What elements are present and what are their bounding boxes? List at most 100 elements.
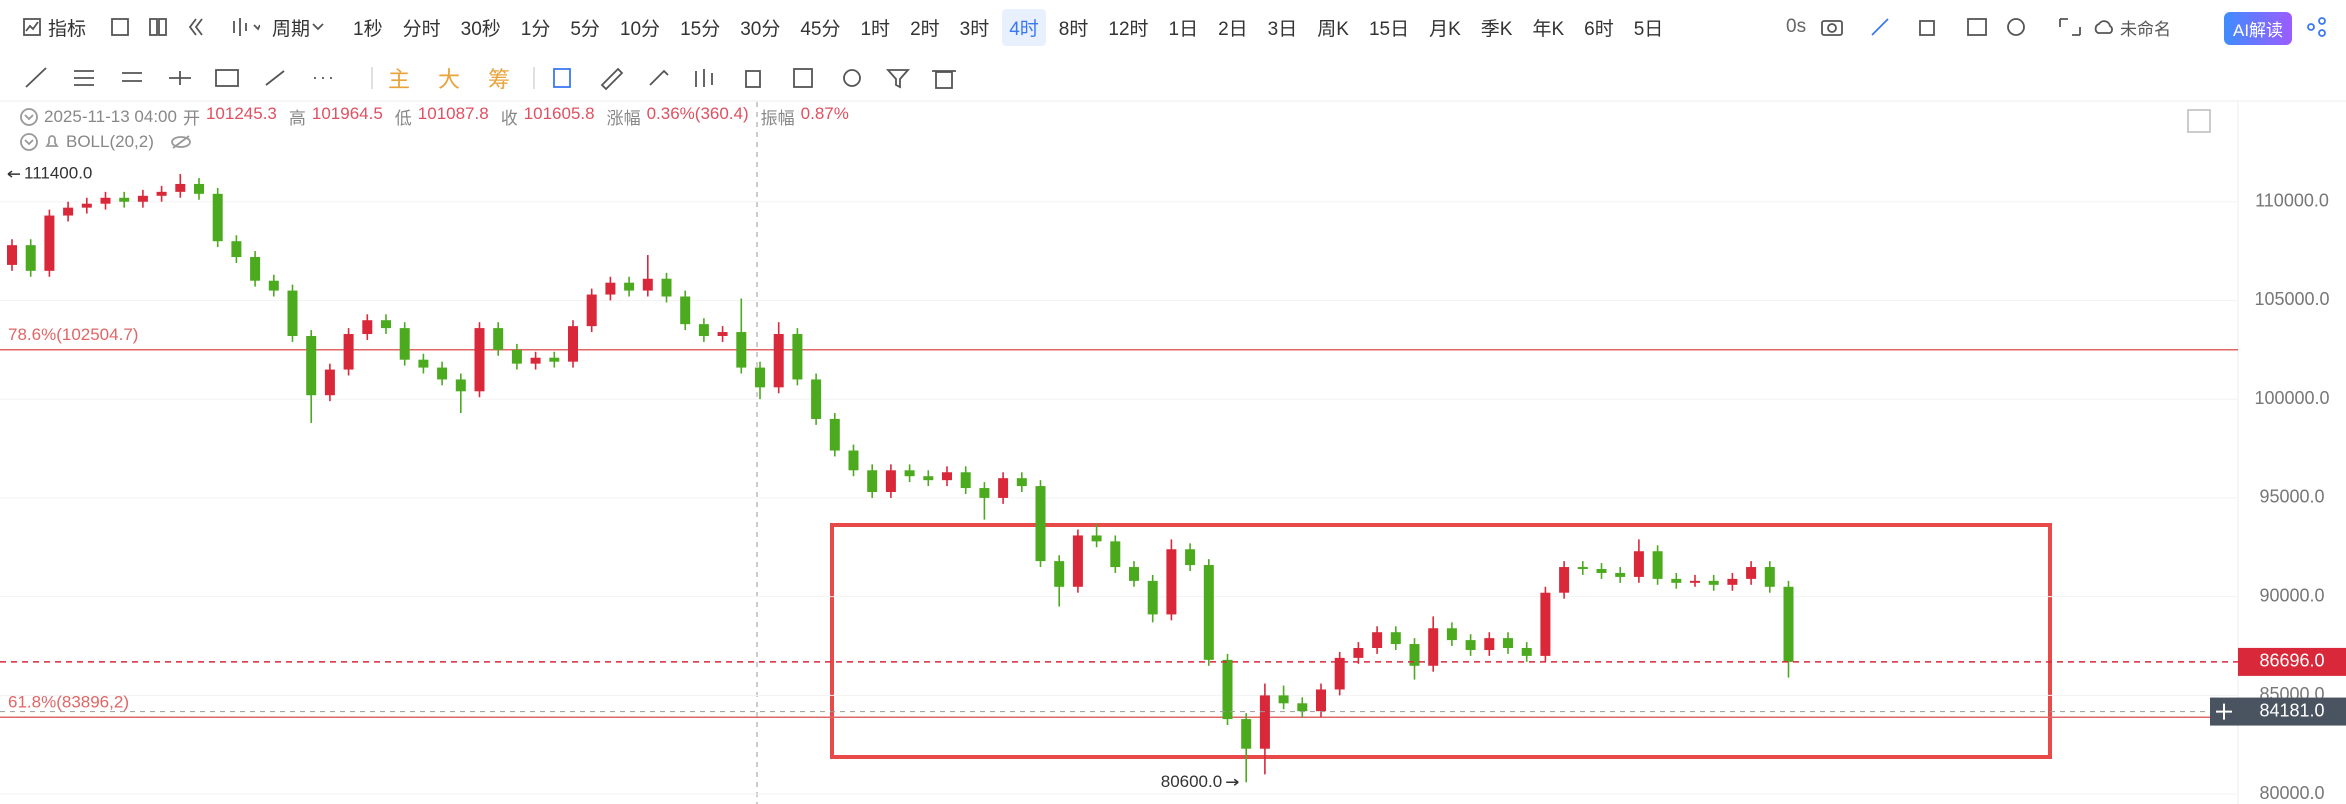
main-tools: 主大筹 — [388, 62, 510, 94]
candle-body — [268, 280, 279, 291]
candle-body — [1353, 648, 1364, 658]
candle-body — [324, 369, 335, 396]
candle-body — [1110, 541, 1121, 568]
candle-body — [175, 183, 186, 192]
candle-body — [381, 320, 391, 329]
candle-body — [1222, 659, 1233, 720]
indicator-icon — [23, 18, 41, 36]
candle-body — [1259, 695, 1270, 749]
candle-body — [156, 191, 167, 196]
candle-body — [418, 359, 429, 368]
interval-button[interactable]: 5分 — [570, 18, 600, 40]
indicator-name: BOLL(20,2) — [66, 132, 154, 151]
interval-button[interactable]: 2日 — [1218, 18, 1248, 40]
y-tick-label: 110000.0 — [2255, 190, 2329, 210]
indicator-line: BOLL(20,2) — [20, 132, 192, 152]
high-label: 111400.0 — [24, 164, 92, 183]
bell-icon — [45, 135, 59, 147]
candle-body — [1316, 689, 1326, 712]
y-tick-label: 95000.0 — [2259, 487, 2324, 507]
share-icon[interactable] — [2306, 16, 2328, 38]
candle-body — [698, 324, 709, 336]
main-tool[interactable]: 主 — [388, 67, 411, 92]
interval-button[interactable]: 30分 — [740, 18, 781, 40]
main-tool[interactable]: 筹 — [488, 67, 511, 92]
interval-button[interactable]: 45分 — [800, 18, 841, 40]
candle-body — [1727, 578, 1738, 585]
candle-body — [287, 290, 298, 336]
candle-body — [250, 257, 261, 281]
candle-body — [1390, 632, 1401, 645]
candle-body — [755, 367, 765, 388]
drawing-tools — [25, 67, 373, 89]
interval-button[interactable]: 1日 — [1168, 18, 1199, 40]
interval-button[interactable]: 3日 — [1267, 18, 1298, 40]
candle-body — [1072, 535, 1083, 587]
eye-icon[interactable] — [170, 134, 192, 150]
candle-body — [1016, 478, 1027, 487]
interval-button[interactable]: 3时 — [959, 18, 990, 40]
candle-body — [1577, 567, 1588, 570]
interval-button[interactable]: 1分 — [520, 18, 551, 40]
info-label: 收 — [500, 109, 518, 128]
candle-body — [1503, 638, 1513, 648]
info-value: 101964.5 — [311, 104, 383, 123]
interval-button[interactable]: 5日 — [1633, 18, 1664, 40]
interval-button[interactable]: 8时 — [1058, 18, 1089, 40]
info-value: 101605.8 — [523, 104, 595, 123]
period-button[interactable]: 周期 — [272, 18, 311, 40]
candle-body — [399, 328, 410, 360]
indicator-button[interactable]: 指标 — [48, 18, 87, 40]
candle-body — [979, 488, 990, 498]
info-label: 涨幅 — [606, 109, 641, 128]
candle-body — [1596, 569, 1607, 573]
candle-body — [1278, 695, 1289, 704]
candle-body — [1633, 551, 1644, 577]
candle-body — [1334, 657, 1345, 690]
interval-button[interactable]: 15日 — [1368, 18, 1410, 40]
layout-name[interactable]: 未命名 — [2120, 19, 2171, 39]
candle-body — [1615, 572, 1626, 577]
candle-body — [960, 472, 971, 489]
candle-body — [44, 215, 55, 271]
interval-button[interactable]: 1秒 — [353, 18, 383, 40]
interval-button[interactable]: 分时 — [402, 18, 441, 40]
interval-button[interactable]: 年K — [1532, 18, 1565, 40]
candle-body — [1465, 640, 1476, 650]
candle-body — [586, 294, 597, 327]
interval-button[interactable]: 6时 — [1584, 18, 1614, 40]
candle-body — [904, 470, 915, 477]
info-time: 2025-11-13 04:00 — [44, 106, 177, 126]
collapse-icon[interactable] — [20, 107, 38, 126]
candle-body — [194, 183, 204, 194]
interval-button[interactable]: 4时 — [1002, 8, 1046, 46]
interval-button[interactable]: 10分 — [619, 18, 661, 40]
right-icons — [1821, 18, 2081, 36]
interval-button[interactable]: 30秒 — [460, 18, 501, 40]
interval-button[interactable]: 2时 — [910, 18, 940, 40]
info-label: 低 — [394, 109, 412, 128]
interval-button[interactable]: 15分 — [680, 18, 721, 40]
candle-body — [63, 207, 74, 216]
candle-body — [773, 334, 784, 388]
main-tool[interactable]: 大 — [438, 67, 461, 92]
info-value: 101087.8 — [417, 104, 489, 123]
interval-button[interactable]: 12时 — [1108, 18, 1149, 40]
candle-body — [474, 328, 485, 392]
expand-icon[interactable] — [2187, 109, 2211, 133]
interval-button[interactable]: 季K — [1480, 18, 1513, 40]
candle-body — [1708, 580, 1719, 585]
candle-body — [1652, 551, 1663, 579]
info-label: 振幅 — [760, 109, 795, 128]
candle-body — [717, 332, 728, 336]
fib-label: 61.8%(83896,2) — [8, 693, 129, 712]
interval-button[interactable]: 周K — [1317, 18, 1349, 40]
candle-body — [1783, 586, 1794, 662]
y-tick-label: 105000.0 — [2254, 289, 2329, 309]
collapse-icon[interactable] — [20, 133, 38, 151]
interval-button[interactable]: 月K — [1429, 18, 1461, 40]
ai-button[interactable]: AI解读 — [2224, 12, 2293, 45]
candle-body — [1671, 578, 1682, 583]
y-tick-label: 100000.0 — [2254, 388, 2329, 408]
interval-button[interactable]: 1时 — [860, 18, 891, 40]
